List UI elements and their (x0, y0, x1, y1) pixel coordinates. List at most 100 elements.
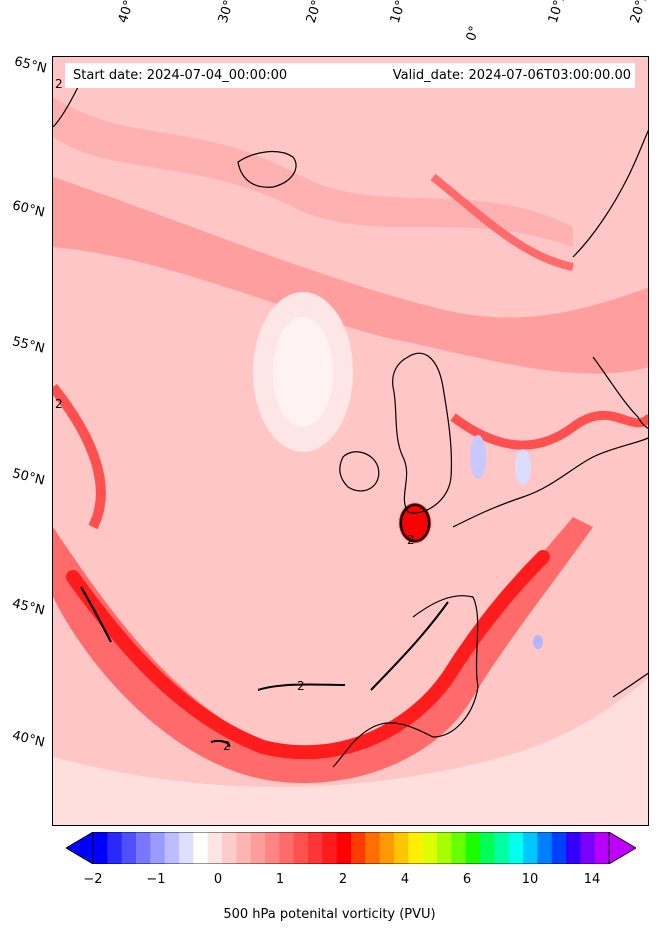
colorbar-segment (551, 832, 567, 864)
colorbar-segment (336, 832, 352, 864)
colorbar-segment (422, 832, 438, 864)
pv2-contour-channel (399, 503, 431, 543)
lon-label: 20°W (303, 0, 330, 25)
colorbar-tick-label: 0 (213, 872, 223, 887)
coast-great-britain (392, 352, 453, 514)
pv2-contour-mid (257, 683, 346, 691)
colorbar-tick-label: 6 (462, 872, 472, 887)
colorbar-segment (408, 832, 424, 864)
lat-label: 65°N (12, 54, 49, 77)
start-date-label: Start date: 2024-07-04_00:00:00 (73, 68, 288, 83)
colorbar-segment (566, 832, 581, 864)
pv-map: Start date: 2024-07-04_00:00:00 Valid_da… (52, 56, 649, 826)
colorbar-tick-label: 4 (400, 872, 410, 887)
colorbar-segment (293, 832, 309, 864)
colorbar-segment (279, 832, 295, 864)
colorbar-segment (508, 832, 524, 864)
colorbar-segment (322, 832, 338, 864)
coast-greenland (53, 86, 79, 128)
field-negative-pv-2 (515, 449, 531, 485)
colorbar-segment (250, 832, 266, 864)
field-norway-band (430, 173, 574, 271)
field-jet-core (66, 550, 550, 760)
coast-france-netherlands (452, 437, 648, 528)
colorbar-extend-min (66, 832, 94, 864)
colorbar-segment (164, 832, 180, 864)
field-west-band (53, 383, 106, 530)
colorbar-frame (92, 832, 610, 864)
contour-label: 2 (55, 77, 63, 91)
coast-mediterranean (612, 672, 648, 698)
colorbar-segment (437, 832, 452, 864)
field-negative-pv-3 (533, 635, 543, 649)
colorbar-tick-label: 2 (338, 872, 348, 887)
lat-label: 45°N (10, 596, 47, 619)
lon-label: 10°E (545, 0, 570, 26)
colorbar-segment (537, 832, 553, 864)
pv2-contour-iberia (370, 601, 449, 691)
lat-label: 60°N (10, 198, 47, 221)
colorbar-segment (150, 832, 166, 864)
field-south-region (53, 678, 648, 825)
colorbar-title: 500 hPa potenital vorticity (PVU) (223, 907, 436, 922)
field-band-north (53, 177, 648, 374)
colorbar-segment (594, 832, 610, 864)
colorbar-segment (451, 832, 467, 864)
colorbar-tick-label: −1 (146, 872, 166, 887)
lat-label: 40°N (10, 728, 47, 751)
colorbar-segment (365, 832, 381, 864)
colorbar-segment (136, 832, 151, 864)
colorbar (66, 832, 636, 864)
colorbar-segment (351, 832, 366, 864)
colorbar-tick-label: 10 (521, 872, 539, 887)
lat-label: 55°N (10, 334, 47, 357)
colorbar-segment (480, 832, 495, 864)
colorbar-segment (179, 832, 194, 864)
colorbar-segment (465, 832, 481, 864)
contour-label: 2 (223, 739, 231, 753)
colorbar-segment (193, 832, 209, 864)
lon-label: 20°E (627, 0, 652, 26)
contour-label: 2 (55, 397, 63, 411)
field-jet-outer (53, 517, 593, 784)
field-pv-max-channel (399, 503, 431, 543)
colorbar-segment (308, 832, 323, 864)
pv-field-plot (53, 57, 648, 825)
colorbar-segment (207, 832, 223, 864)
colorbar-segment (236, 832, 252, 864)
colorbar-segment (93, 832, 108, 864)
colorbar-segment (379, 832, 395, 864)
coast-denmark (592, 356, 648, 429)
colorbar-segment (265, 832, 280, 864)
coast-iceland (237, 150, 297, 188)
lon-label: 0° (463, 24, 483, 43)
pv2-contour-west (80, 586, 112, 643)
coast-iberia (332, 595, 479, 768)
field-band-iceland (53, 97, 573, 247)
colorbar-segment (107, 832, 123, 864)
colorbar-tick-label: −2 (83, 872, 103, 887)
coast-norway (572, 129, 648, 258)
coast-ireland (339, 451, 380, 492)
contour-label: 2 (407, 533, 415, 547)
colorbar-segment (580, 832, 596, 864)
colorbar-tick-label: 14 (583, 872, 601, 887)
valid-date-label: Valid_date: 2024-07-06T03:00:00.00 (392, 68, 631, 83)
date-header: Start date: 2024-07-04_00:00:00 Valid_da… (65, 63, 635, 88)
colorbar-segment (121, 832, 137, 864)
colorbar-segment (494, 832, 510, 864)
field-negative-pv-1 (470, 435, 486, 479)
colorbar-segment (523, 832, 538, 864)
colorbar-segment (222, 832, 237, 864)
colorbar-tick-label: 1 (275, 872, 285, 887)
contour-label: 2 (297, 679, 305, 693)
field-north-sea-band (450, 410, 648, 450)
lat-label: 50°N (10, 466, 47, 489)
field-low-pv-core (273, 317, 333, 427)
lon-label: 10°W (387, 0, 414, 25)
colorbar-extend-max (608, 832, 636, 864)
lon-label: 40°W (115, 0, 142, 25)
colorbar-segment (394, 832, 409, 864)
pv2-contour-south (210, 739, 231, 748)
lon-label: 30°W (215, 0, 242, 25)
